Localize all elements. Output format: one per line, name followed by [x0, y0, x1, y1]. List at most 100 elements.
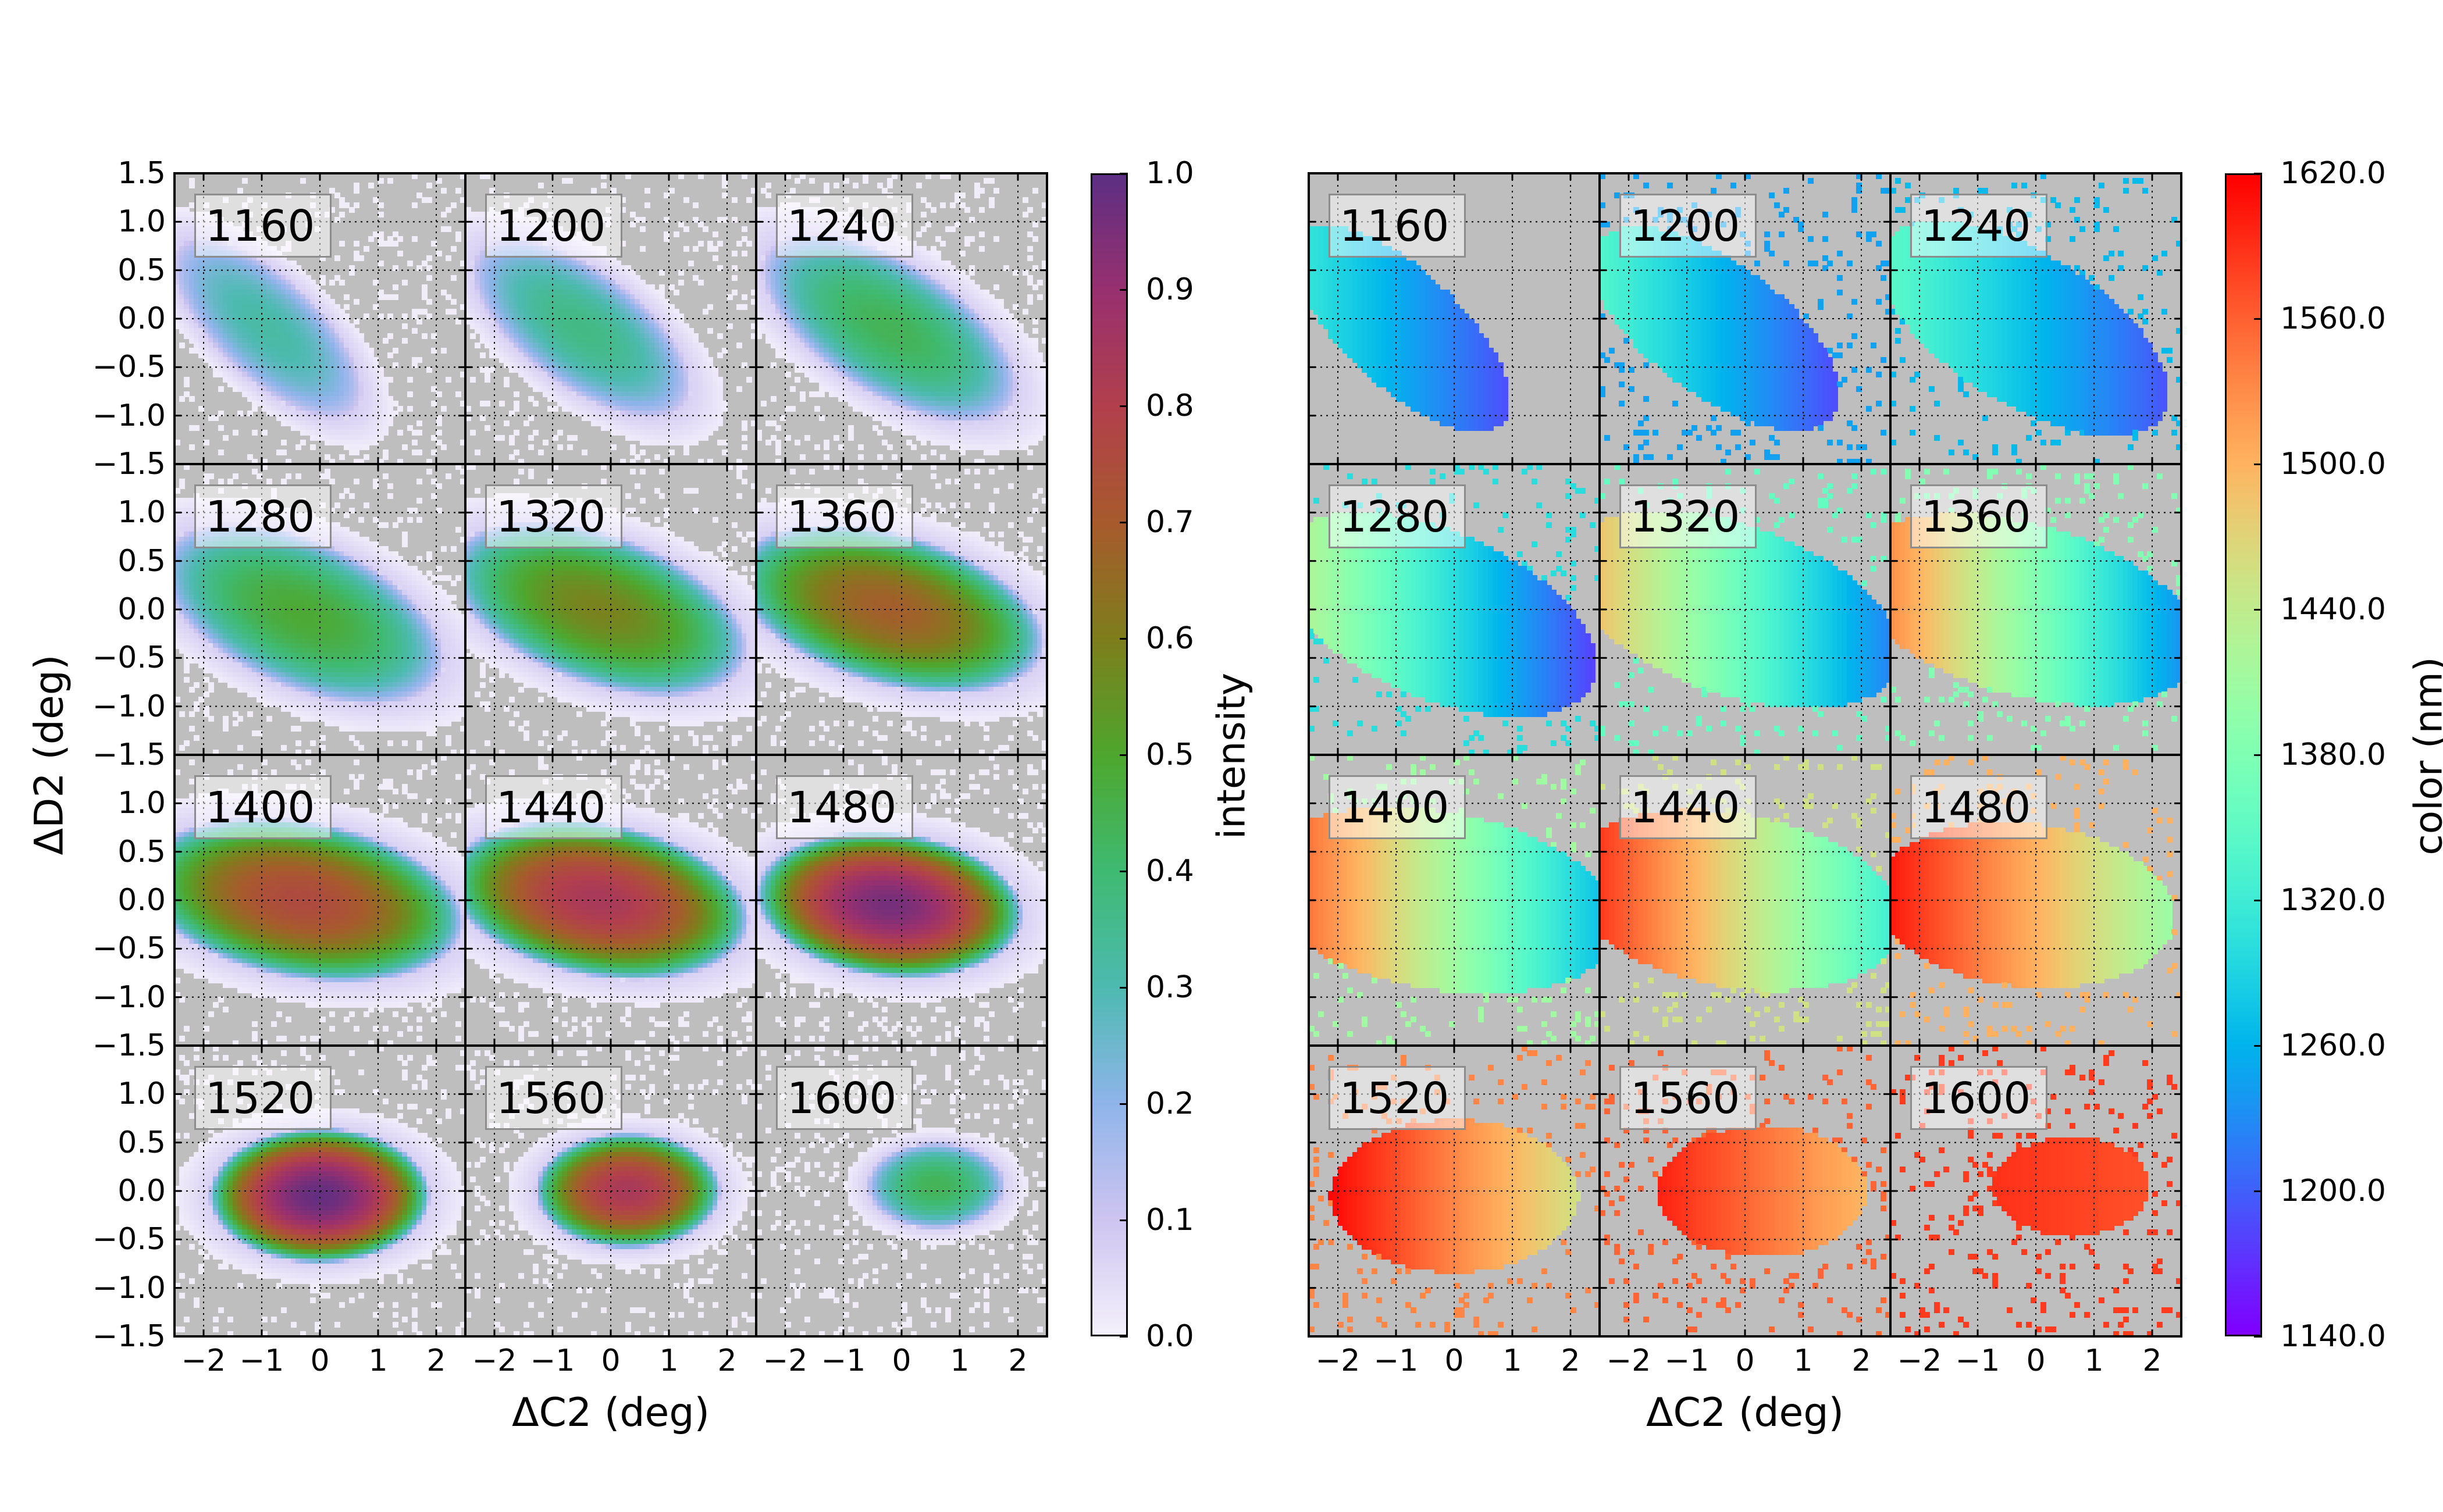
panel-label: 1480: [1910, 775, 2047, 839]
x-axis-label: ΔC2 (deg): [1646, 1390, 1844, 1436]
colorbar-tick-label: 1320.0: [2280, 883, 2386, 918]
colorbar-tick-label: 0.1: [1146, 1203, 1194, 1238]
panel-label: 1160: [194, 194, 332, 258]
panel-label: 1520: [1329, 1066, 1466, 1130]
y-axis-label: ΔD2 (deg): [26, 654, 73, 855]
y-tick-label: −1.5: [92, 1028, 166, 1063]
panel-label: 1320: [1619, 484, 1757, 548]
heatmap-panel-1440: 1440: [1598, 754, 1892, 1047]
x-tick-label: 0: [310, 1343, 330, 1378]
panel-label: 1560: [1619, 1066, 1757, 1130]
heatmap-panel-1320: 1320: [1598, 463, 1892, 756]
panel-frame: [1889, 1044, 2182, 1338]
heatmap-panel-1600: 1600: [1889, 1044, 2182, 1338]
colorbar-tick-mark: [2254, 463, 2262, 465]
x-tick-label: 2: [1008, 1343, 1028, 1378]
colorbar-tick-mark: [1120, 638, 1128, 640]
heatmap-panel-1400: 1400: [173, 754, 466, 1047]
panel-axes: [173, 172, 466, 465]
y-tick-label: 0.0: [117, 883, 166, 918]
panel-label: 1360: [1910, 484, 2047, 548]
heatmap-panel-1360: 1360: [755, 463, 1048, 756]
panel-label: 1200: [485, 194, 622, 258]
colorbar-tick-mark: [2254, 1190, 2262, 1192]
heatmap-panel-1600: 1600: [755, 1044, 1048, 1338]
colorbar-tick-mark: [2254, 1336, 2262, 1338]
colorbar-tick-label: 1380.0: [2280, 737, 2386, 772]
panel-axes: [755, 463, 1048, 756]
panel-label: 1240: [1910, 194, 2047, 258]
colorbar-tick-mark: [2254, 609, 2262, 611]
colorbar-tick-label: 1560.0: [2280, 301, 2386, 336]
heatmap-panel-1240: 1240: [755, 172, 1048, 465]
panel-label: 1160: [1329, 194, 1466, 258]
colorbar-tick-label: 1140.0: [2280, 1319, 2386, 1354]
panel-label: 1280: [194, 484, 332, 548]
x-tick-label: 2: [2142, 1343, 2162, 1378]
x-tick-label: 2: [426, 1343, 446, 1378]
colorbar-tick-label: 0.6: [1146, 621, 1194, 656]
x-tick-label: −1: [239, 1343, 284, 1378]
y-tick-label: 0.0: [117, 592, 166, 627]
panel-label: 1560: [485, 1066, 622, 1130]
panel-label: 1400: [1329, 775, 1466, 839]
colorbar-tick-mark: [2254, 754, 2262, 756]
x-tick-label: −2: [1606, 1343, 1651, 1378]
colorbar-tick-label: 0.2: [1146, 1086, 1194, 1121]
panel-label: 1520: [194, 1066, 332, 1130]
heatmap-panel-1160: 1160: [1308, 172, 1601, 465]
x-tick-label: −1: [530, 1343, 575, 1378]
y-tick-label: −1.5: [92, 737, 166, 772]
x-tick-label: −2: [1897, 1343, 1942, 1378]
colorbar-tick-label: 1.0: [1146, 156, 1194, 191]
panel-label: 1360: [776, 484, 913, 548]
heatmap-panel-1240: 1240: [1889, 172, 2182, 465]
panel-axes: [1889, 754, 2182, 1047]
colorbar-tick-mark: [1120, 987, 1128, 989]
colorbar-tick-mark: [2254, 1045, 2262, 1047]
panel-label: 1440: [1619, 775, 1757, 839]
colorbar-tick-label: 0.3: [1146, 970, 1194, 1005]
heatmap-panel-1280: 1280: [173, 463, 466, 756]
heatmap-panel-1280: 1280: [1308, 463, 1601, 756]
x-tick-label: −1: [1373, 1343, 1419, 1378]
heatmap-panel-1440: 1440: [464, 754, 757, 1047]
y-tick-label: −0.5: [92, 931, 166, 967]
y-tick-label: 0.5: [117, 543, 166, 579]
x-tick-label: −2: [472, 1343, 517, 1378]
x-tick-label: 1: [1793, 1343, 1813, 1378]
panel-frame: [755, 1044, 1048, 1338]
colorbar-tick-label: 0.7: [1146, 505, 1194, 540]
colorbar-tick-label: 1200.0: [2280, 1174, 2386, 1208]
x-tick-label: 0: [2026, 1343, 2046, 1378]
panel-label: 1600: [776, 1066, 913, 1130]
x-tick-label: 1: [1502, 1343, 1522, 1378]
colorbar-tick-mark: [1120, 1103, 1128, 1105]
heatmap-panel-1360: 1360: [1889, 463, 2182, 756]
heatmap-panel-1320: 1320: [464, 463, 757, 756]
colorbar-tick-mark: [1120, 405, 1128, 407]
x-tick-label: −2: [1315, 1343, 1361, 1378]
colorbar-tick-mark: [1120, 871, 1128, 872]
y-tick-label: 1.5: [117, 156, 166, 191]
panel-label: 1480: [776, 775, 913, 839]
x-tick-label: −1: [821, 1343, 866, 1378]
colorbar-tick-mark: [1120, 754, 1128, 756]
y-tick-label: −0.5: [92, 640, 166, 676]
panel-label: 1320: [485, 484, 622, 548]
colorbar-tick-mark: [1120, 1219, 1128, 1221]
colorbar-tick-label: 1620.0: [2280, 156, 2386, 191]
y-tick-label: 1.0: [117, 204, 166, 240]
colorbar-tick-mark: [1120, 289, 1128, 291]
x-tick-label: 1: [659, 1343, 679, 1378]
colorbar-tick-mark: [1120, 522, 1128, 523]
panel-label: 1600: [1910, 1066, 2047, 1130]
x-tick-label: 1: [950, 1343, 970, 1378]
y-tick-label: −1.0: [92, 1270, 166, 1306]
x-tick-label: −2: [763, 1343, 808, 1378]
x-tick-label: 1: [2084, 1343, 2104, 1378]
heatmap-panel-1480: 1480: [1889, 754, 2182, 1047]
x-tick-label: 2: [1851, 1343, 1871, 1378]
colorbar-tick-label: 1500.0: [2280, 447, 2386, 482]
x-tick-label: −1: [1664, 1343, 1710, 1378]
